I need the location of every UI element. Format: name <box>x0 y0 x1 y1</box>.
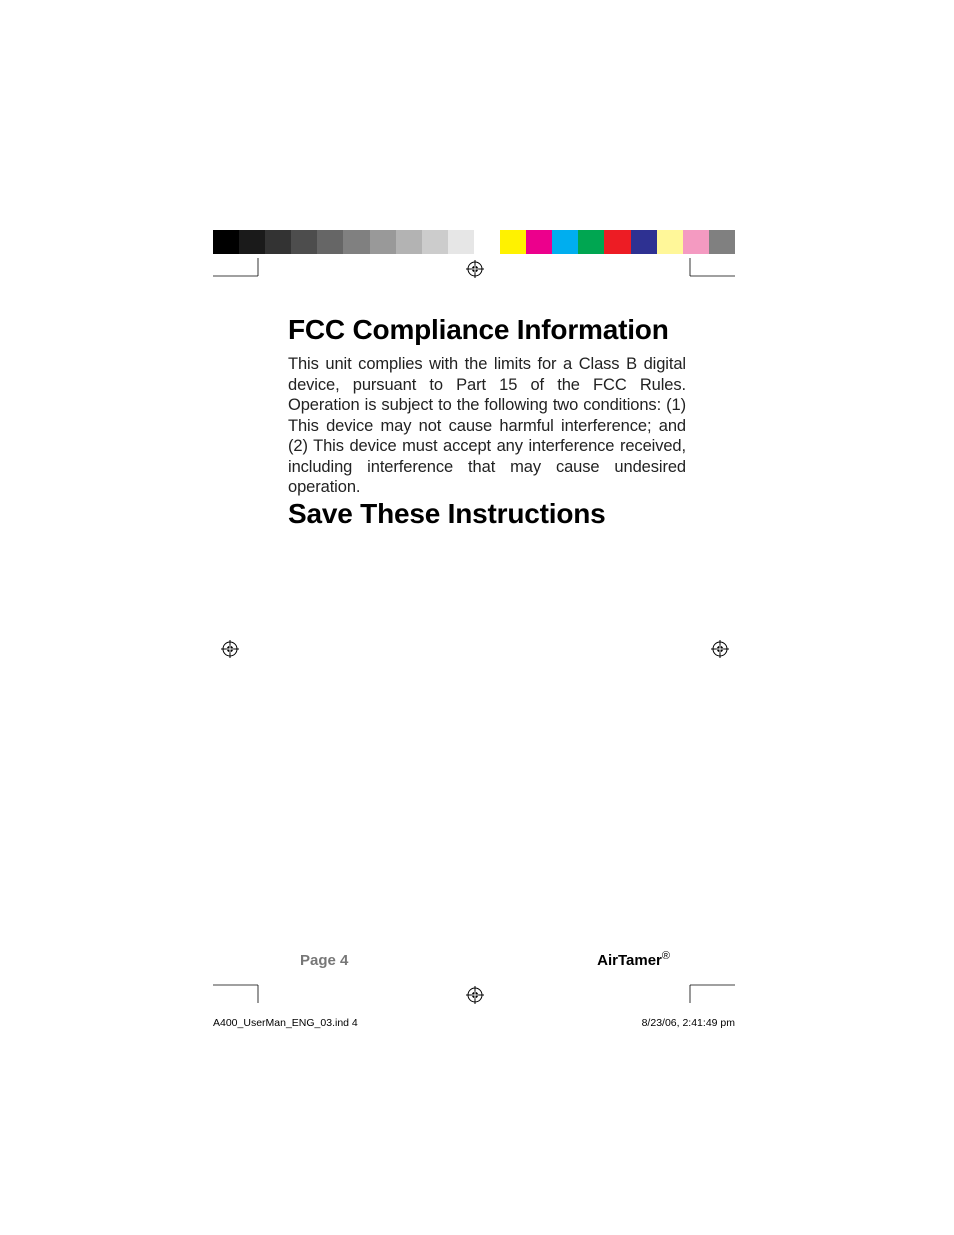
heading-save: Save These Instructions <box>288 498 686 530</box>
brand-name: AirTamer <box>597 952 662 969</box>
page-number: Page 4 <box>300 952 348 969</box>
registration-mark-icon <box>221 640 239 658</box>
page: FCC Compliance Information This unit com… <box>0 0 954 1235</box>
heading-fcc: FCC Compliance Information <box>288 314 686 346</box>
content-block: FCC Compliance Information This unit com… <box>288 314 686 538</box>
registration-mark-icon <box>466 986 484 1004</box>
brand-label: AirTamer® <box>597 950 670 969</box>
slug-file: A400_UserMan_ENG_03.ind 4 <box>213 1017 358 1029</box>
slug-timestamp: 8/23/06, 2:41:49 pm <box>642 1017 735 1029</box>
registered-icon: ® <box>662 950 670 962</box>
crop-marks <box>0 0 954 1235</box>
page-footer: Page 4 AirTamer® <box>300 950 670 969</box>
registration-mark-icon <box>466 260 484 278</box>
body-fcc: This unit complies with the limits for a… <box>288 354 686 498</box>
registration-mark-icon <box>711 640 729 658</box>
slug-line: A400_UserMan_ENG_03.ind 4 8/23/06, 2:41:… <box>213 1017 735 1029</box>
